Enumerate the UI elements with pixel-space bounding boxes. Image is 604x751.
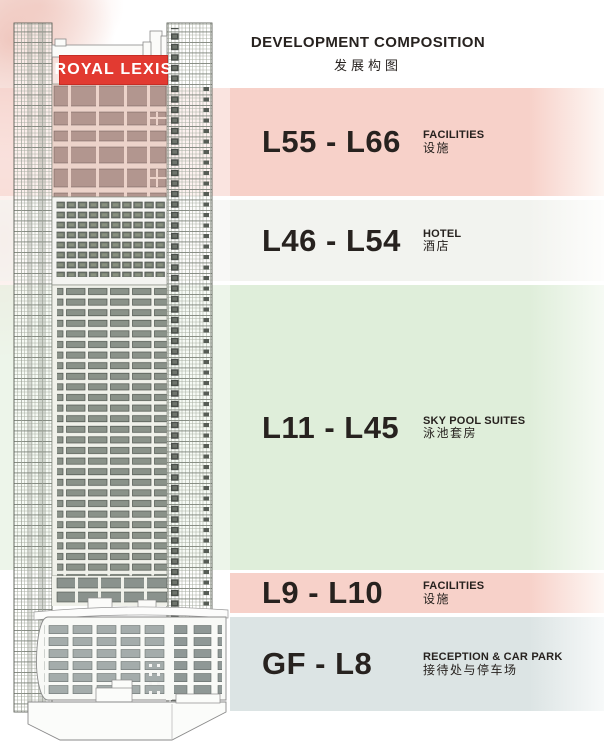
page-subtitle: 发展构图 [333, 58, 402, 73]
podium [27, 597, 229, 741]
category-label-en: HOTEL [423, 227, 462, 240]
category-label-en: FACILITIES [423, 579, 485, 592]
category: HOTEL 酒店 [423, 227, 461, 253]
facade-facilities-top [51, 83, 168, 198]
panel-header: DEVELOPMENT COMPOSITION 发展构图 [230, 34, 506, 74]
facade-hotel [51, 196, 168, 286]
composition-band-l11-l45: L11 - L45 SKY POOL SUITES 泳池套房 [230, 285, 604, 570]
left-tower [13, 22, 53, 713]
category-label-cn: 设施 [423, 140, 451, 155]
rooftop [51, 30, 168, 58]
royal-lexis-sign: ROYAL LEXIS [54, 55, 171, 85]
category: FACILITIES 设施 [423, 129, 484, 155]
floor-range: L46 - L54 [262, 222, 401, 258]
page-title: DEVELOPMENT COMPOSITION [250, 34, 486, 51]
floor-range: GF - L8 [262, 646, 373, 681]
category-label-cn: 接待处与停车场 [423, 662, 518, 677]
building-illustration [13, 22, 229, 741]
category-label-en: RECEPTION & CAR PARK [423, 650, 563, 663]
composition-band-l46-l54: L46 - L54 HOTEL 酒店 [230, 200, 604, 281]
floor-range: L11 - L45 [262, 409, 400, 445]
composition-band-gf-l8: GF - L8 RECEPTION & CAR PARK 接待处与停车场 [230, 617, 604, 711]
category-label-en: SKY POOL SUITES [423, 414, 526, 427]
facade-suites [51, 284, 168, 577]
category-label-cn: 泳池套房 [423, 425, 478, 440]
floor-range: L9 - L10 [262, 575, 384, 610]
right-tower [166, 22, 213, 713]
category: FACILITIES 设施 [423, 580, 484, 606]
floor-range: L55 - L66 [262, 124, 401, 159]
category: SKY POOL SUITES 泳池套房 [423, 414, 525, 440]
category-label-cn: 设施 [423, 591, 451, 606]
category-label-cn: 酒店 [423, 238, 451, 253]
category-label-en: FACILITIES [423, 128, 485, 141]
category: RECEPTION & CAR PARK 接待处与停车场 [423, 651, 562, 677]
composition-band-l9-l10: L9 - L10 FACILITIES 设施 [230, 573, 604, 613]
composition-band-l55-l66: L55 - L66 FACILITIES 设施 [230, 88, 604, 196]
